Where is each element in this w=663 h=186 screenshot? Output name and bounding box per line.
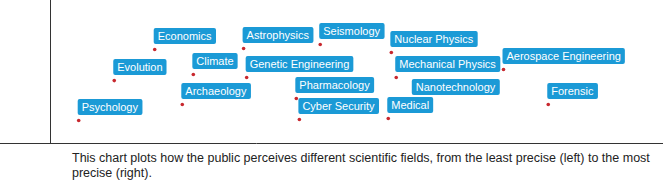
svg-text:Climate: Climate <box>196 55 233 67</box>
svg-text:Aerospace Engineering: Aerospace Engineering <box>507 50 621 62</box>
svg-text:Cyber Security: Cyber Security <box>302 100 375 112</box>
html-text:This chart plots how the publi: This chart plots how the public perceive… <box>72 151 650 180</box>
svg-text:Mechanical Physics: Mechanical Physics <box>399 58 496 70</box>
svg-text:Forensic: Forensic <box>551 85 594 97</box>
svg-text:Medical: Medical <box>391 99 429 111</box>
svg-text:Nuclear Physics: Nuclear Physics <box>394 33 473 45</box>
svg-text:Seismology: Seismology <box>323 25 380 37</box>
svg-text:Genetic Engineering: Genetic Engineering <box>250 58 350 70</box>
svg-text:Archaeology: Archaeology <box>185 85 247 97</box>
svg-text:Astrophysics: Astrophysics <box>247 29 310 41</box>
svg-text:Pharmacology: Pharmacology <box>299 79 370 91</box>
svg-text:Nanotechnology: Nanotechnology <box>416 81 496 93</box>
svg-text:Evolution: Evolution <box>117 61 162 73</box>
svg-text:Psychology: Psychology <box>82 101 139 113</box>
svg-text:Economics: Economics <box>158 30 212 42</box>
